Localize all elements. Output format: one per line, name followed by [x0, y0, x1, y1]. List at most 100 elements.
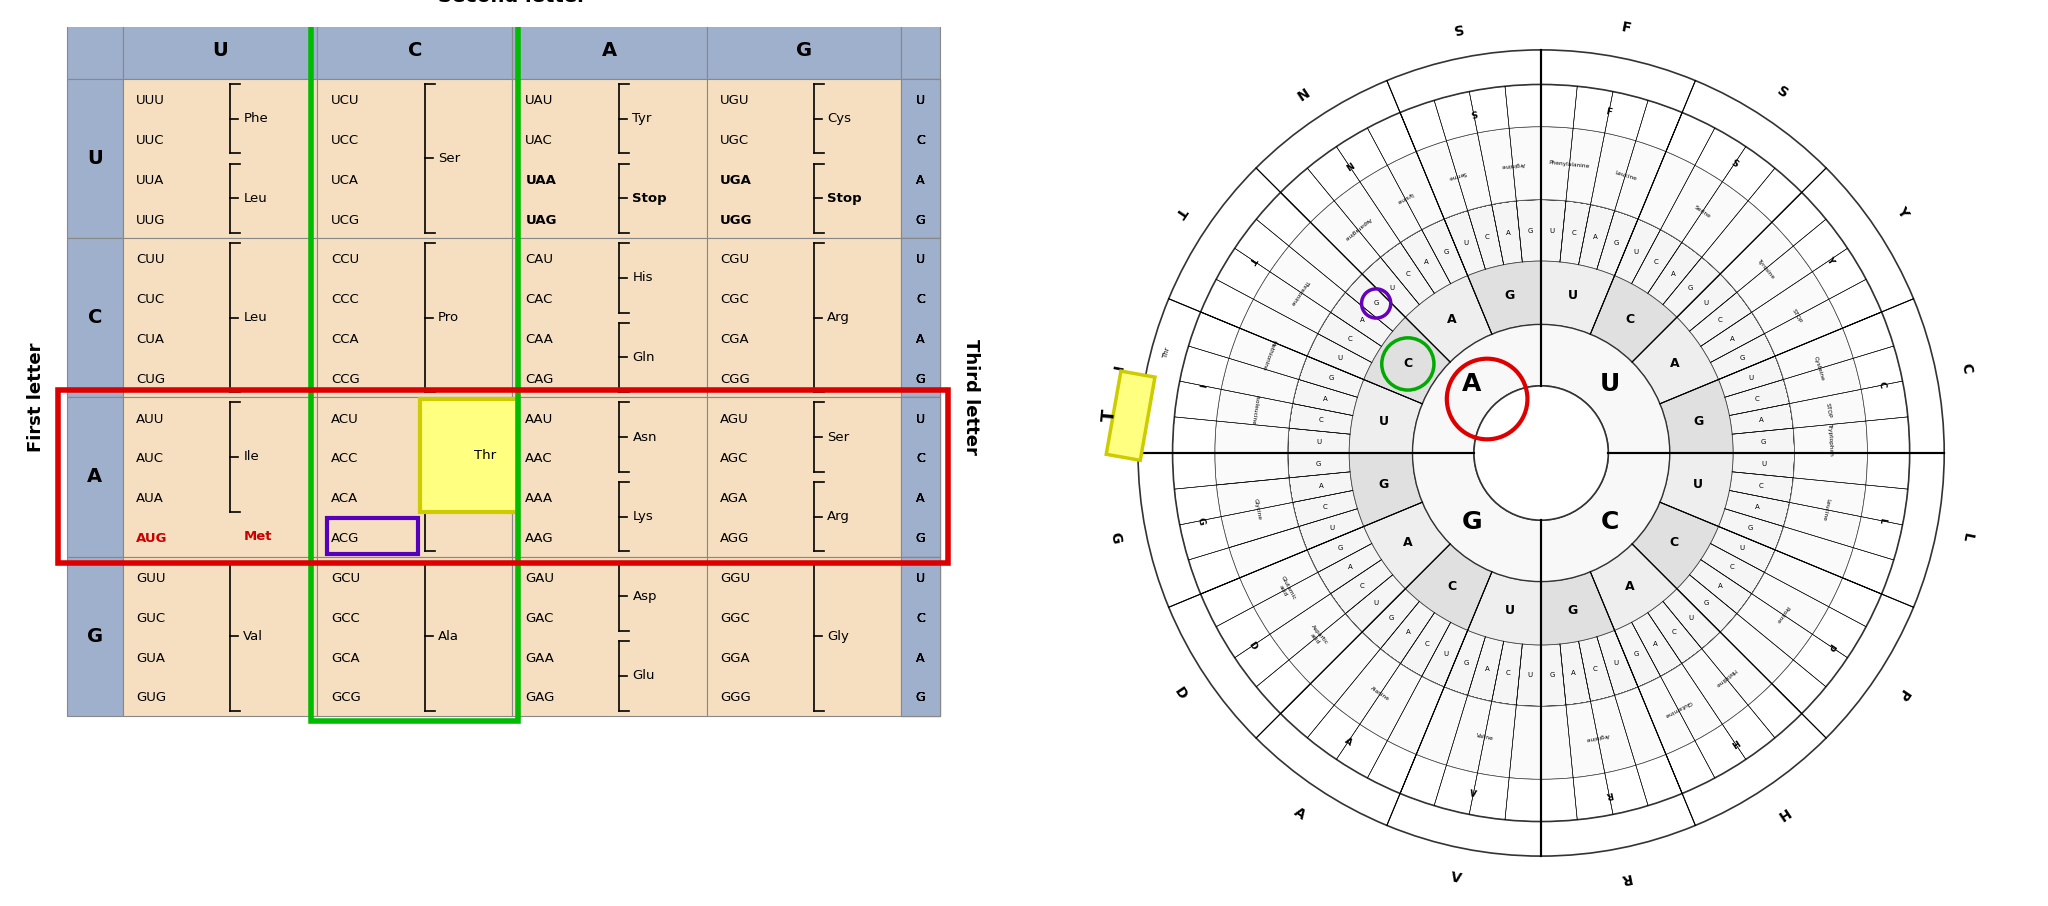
- Text: P: P: [1892, 686, 1911, 702]
- Text: C: C: [1958, 362, 1974, 375]
- Text: G: G: [915, 532, 926, 545]
- Text: C: C: [408, 42, 422, 61]
- Text: A: A: [915, 174, 926, 187]
- Text: A: A: [915, 174, 926, 187]
- Wedge shape: [1579, 205, 1614, 269]
- Text: U: U: [1599, 371, 1620, 396]
- Bar: [66, 79, 123, 238]
- Wedge shape: [1794, 421, 1868, 453]
- Text: U: U: [1688, 615, 1694, 621]
- Wedge shape: [1597, 210, 1638, 275]
- Text: G: G: [915, 373, 926, 386]
- Wedge shape: [1718, 509, 1784, 550]
- Wedge shape: [1446, 140, 1468, 210]
- Text: U: U: [915, 412, 926, 426]
- Text: Ile: Ile: [244, 450, 258, 464]
- Text: G: G: [1704, 600, 1708, 605]
- Text: U: U: [1567, 289, 1577, 303]
- Text: A: A: [1671, 271, 1675, 277]
- Text: Alanine: Alanine: [1370, 686, 1391, 702]
- Text: C: C: [915, 452, 926, 466]
- Text: A: A: [602, 42, 616, 61]
- Text: GAG: GAG: [524, 691, 555, 704]
- Text: U: U: [1389, 285, 1395, 291]
- Wedge shape: [1288, 613, 1346, 660]
- Text: C: C: [1671, 629, 1675, 635]
- Text: H: H: [1774, 805, 1790, 823]
- Text: A: A: [915, 174, 926, 187]
- Text: UCG: UCG: [332, 214, 360, 226]
- Text: T: T: [1100, 409, 1118, 422]
- Wedge shape: [1350, 380, 1421, 453]
- Text: A: A: [1360, 317, 1364, 323]
- Text: U: U: [213, 42, 227, 61]
- Wedge shape: [1214, 127, 1868, 779]
- Bar: [512, 556, 707, 716]
- Wedge shape: [1491, 641, 1522, 705]
- Text: Third letter: Third letter: [963, 340, 979, 455]
- Text: G: G: [1108, 531, 1124, 545]
- Text: CCC: CCC: [332, 294, 358, 306]
- Text: His: His: [633, 272, 653, 284]
- Wedge shape: [1661, 453, 1733, 526]
- Text: Methionine: Methionine: [1260, 339, 1276, 371]
- Text: U: U: [915, 94, 926, 107]
- Text: U: U: [915, 572, 926, 585]
- Wedge shape: [1253, 573, 1317, 607]
- Text: Val: Val: [244, 630, 264, 642]
- Wedge shape: [1380, 602, 1434, 664]
- Text: C: C: [915, 612, 926, 625]
- Wedge shape: [1401, 755, 1540, 822]
- Text: Second letter: Second letter: [438, 0, 586, 5]
- Bar: [512, 79, 707, 238]
- Wedge shape: [1665, 112, 1802, 222]
- Text: Glu: Glu: [633, 670, 655, 682]
- Wedge shape: [1444, 210, 1485, 275]
- Wedge shape: [1362, 257, 1419, 317]
- Text: Asp: Asp: [633, 590, 657, 602]
- Bar: [317, 398, 512, 556]
- Text: A: A: [1571, 670, 1577, 676]
- Wedge shape: [1386, 165, 1421, 229]
- Wedge shape: [1401, 84, 1540, 151]
- Text: AGA: AGA: [721, 492, 748, 506]
- Text: Asn: Asn: [633, 430, 657, 444]
- Text: First letter: First letter: [27, 342, 45, 452]
- Bar: [123, 238, 317, 397]
- Wedge shape: [1772, 578, 1882, 714]
- Text: C: C: [915, 134, 926, 147]
- Wedge shape: [1540, 84, 1681, 151]
- Text: U: U: [1444, 651, 1448, 657]
- Wedge shape: [1843, 312, 1909, 453]
- Text: U: U: [1317, 439, 1321, 445]
- Wedge shape: [1790, 390, 1866, 429]
- Text: U: U: [1761, 461, 1765, 467]
- Text: A: A: [1755, 504, 1759, 510]
- Text: Proline: Proline: [1774, 604, 1790, 623]
- Wedge shape: [1214, 127, 1868, 779]
- Wedge shape: [1362, 589, 1419, 649]
- Text: CUA: CUA: [135, 333, 164, 346]
- Text: AUA: AUA: [135, 492, 164, 506]
- Text: UGU: UGU: [721, 94, 750, 107]
- Wedge shape: [1700, 313, 1765, 362]
- Text: U: U: [915, 94, 926, 107]
- Bar: [512, 398, 707, 556]
- Text: U: U: [1704, 301, 1708, 306]
- Wedge shape: [1661, 380, 1733, 453]
- Text: A: A: [915, 651, 926, 664]
- Text: C: C: [915, 294, 926, 306]
- Text: Y: Y: [1892, 204, 1911, 220]
- Text: A: A: [1292, 805, 1309, 823]
- Text: S: S: [1729, 159, 1739, 169]
- Wedge shape: [1346, 274, 1405, 332]
- Text: C: C: [1448, 580, 1456, 593]
- Text: Phenylalanine: Phenylalanine: [1548, 160, 1591, 169]
- Text: C: C: [915, 612, 926, 625]
- Wedge shape: [1540, 324, 1669, 453]
- Wedge shape: [1364, 502, 1450, 589]
- Wedge shape: [1214, 127, 1868, 779]
- Text: C: C: [1407, 271, 1411, 277]
- Wedge shape: [1690, 560, 1751, 613]
- Text: CCU: CCU: [332, 254, 358, 266]
